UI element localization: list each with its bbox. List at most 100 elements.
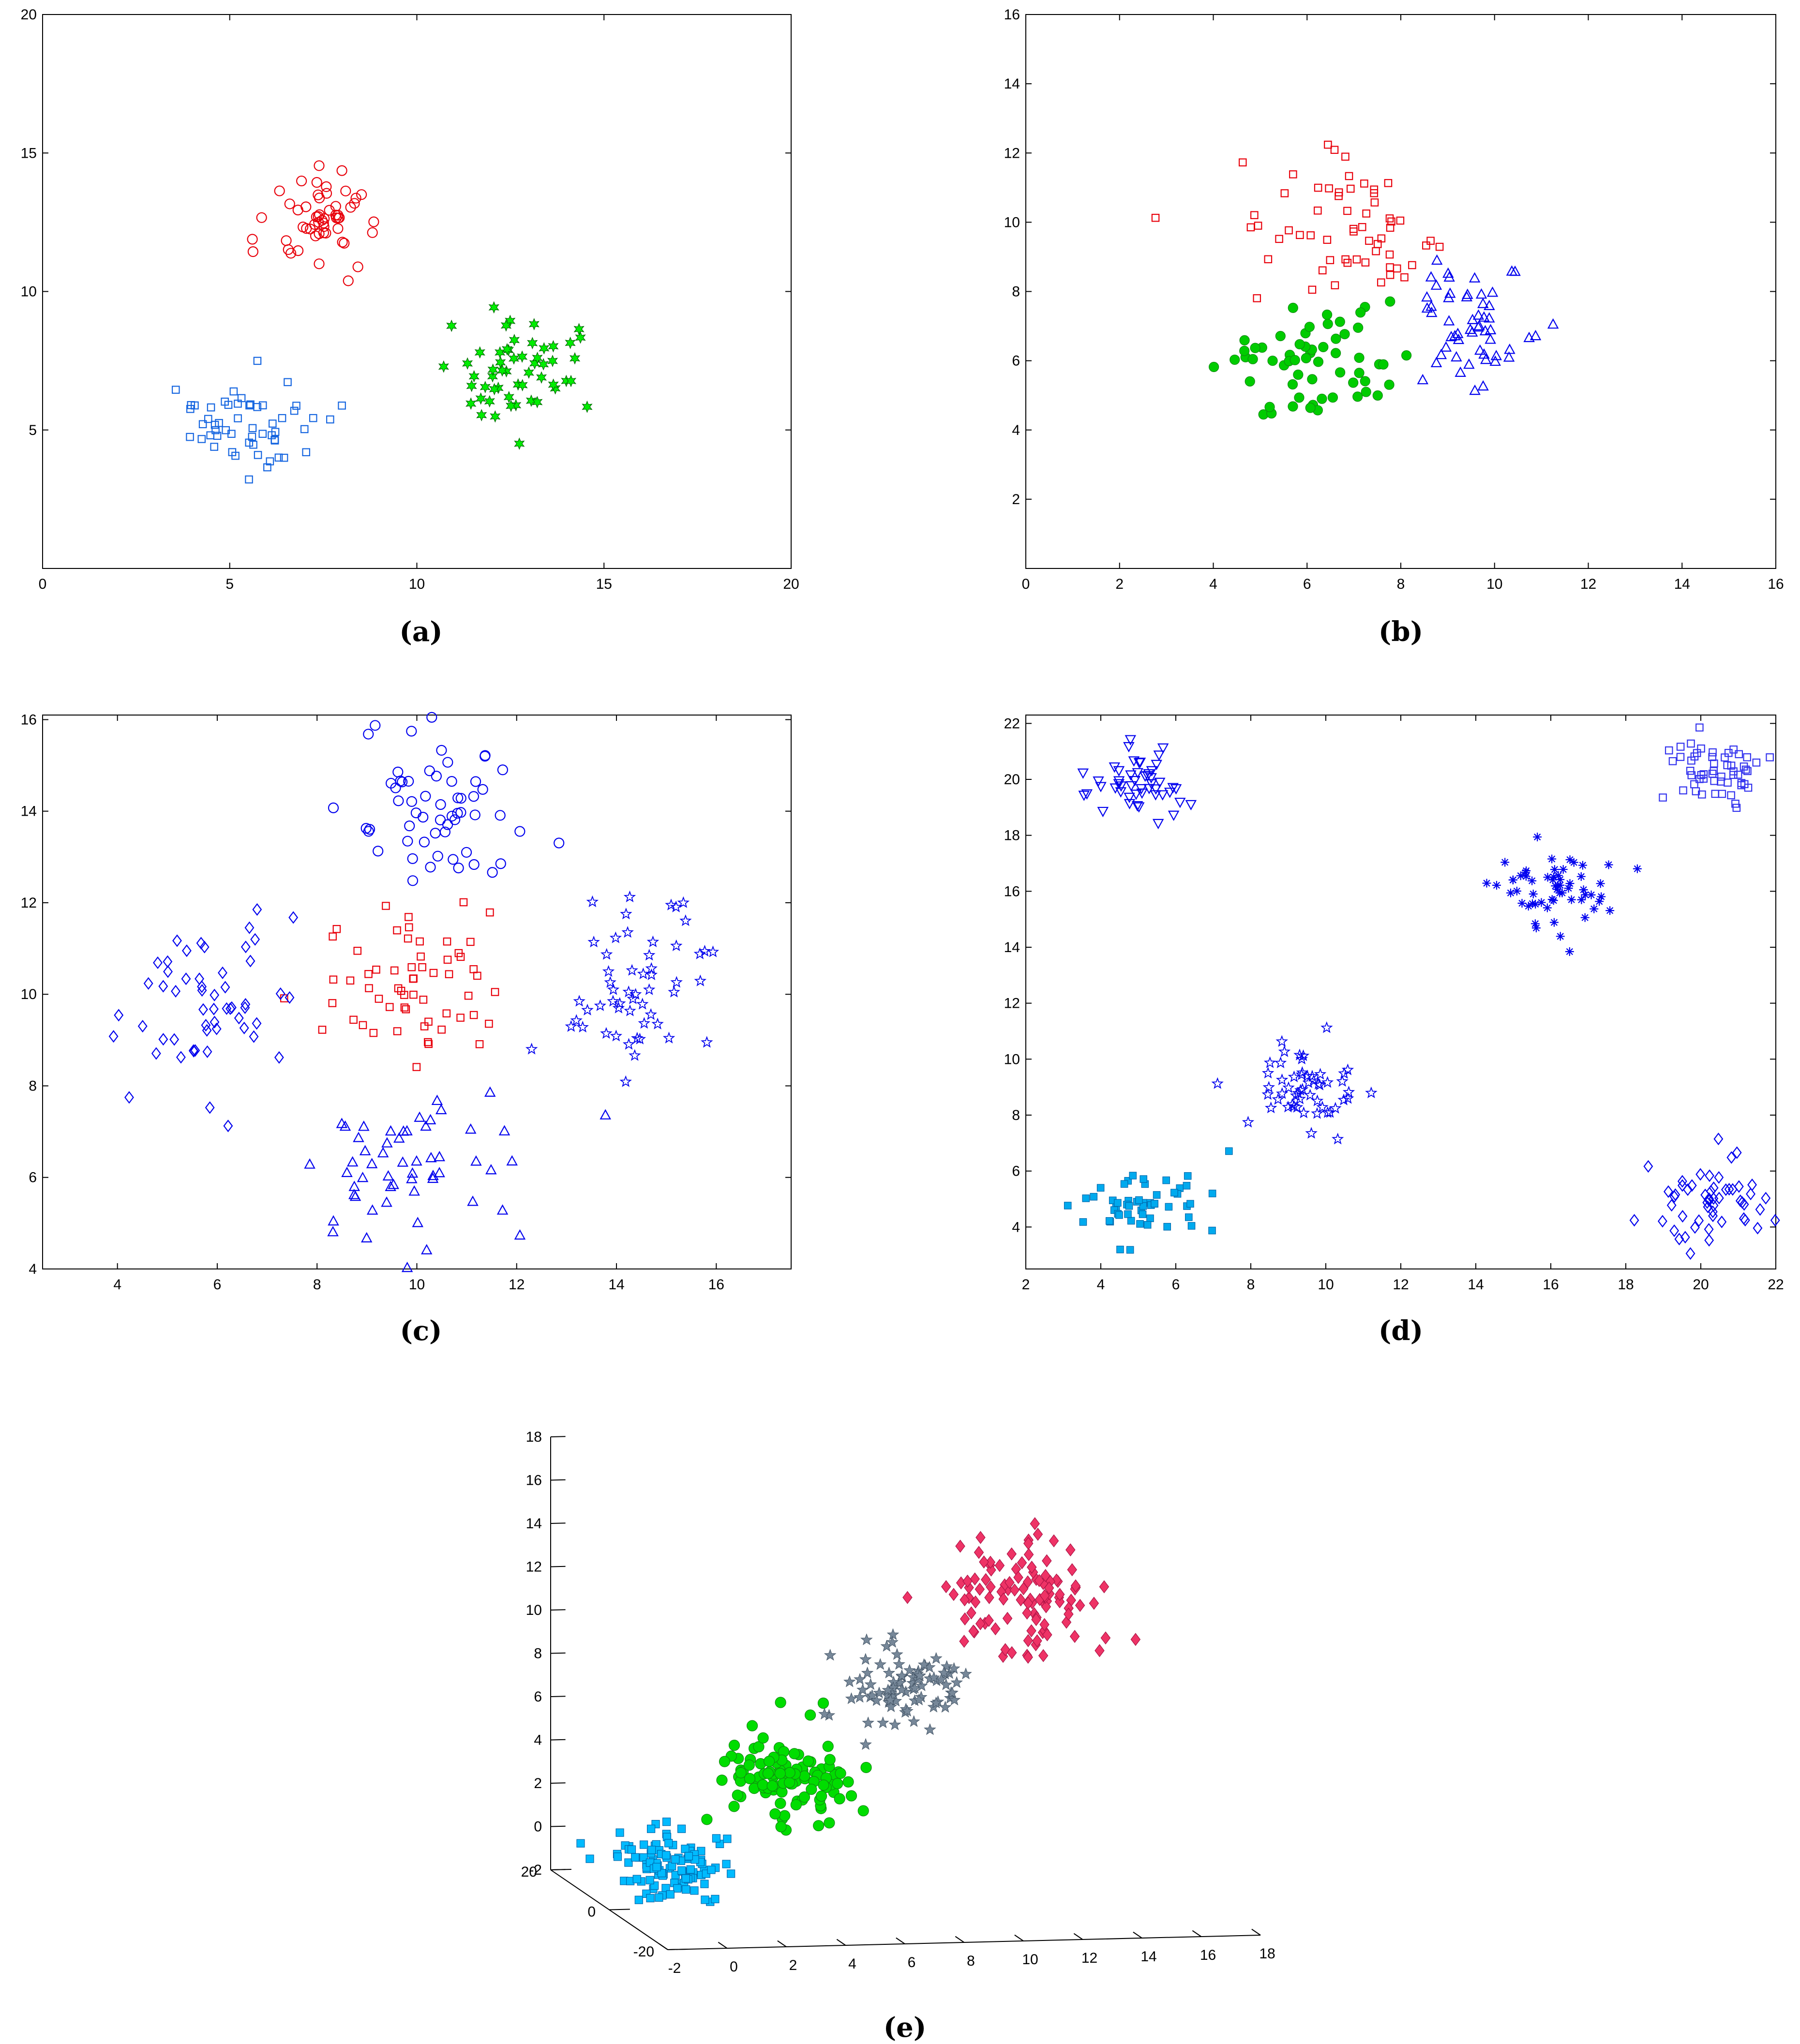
data-point — [1564, 883, 1573, 893]
data-point — [1554, 871, 1563, 880]
data-point — [445, 970, 453, 978]
data-point — [1461, 291, 1473, 301]
data-point — [626, 964, 638, 976]
data-point — [645, 1876, 654, 1884]
data-point — [670, 939, 683, 951]
data-point — [296, 175, 307, 187]
data-point — [859, 1738, 872, 1750]
data-point — [1290, 355, 1300, 365]
data-point — [495, 858, 506, 869]
data-point — [1129, 776, 1141, 787]
data-point — [1250, 343, 1260, 353]
data-point — [394, 984, 403, 993]
data-point — [1543, 903, 1552, 912]
data-point — [1370, 189, 1379, 197]
x-tick-label: 2 — [1022, 1277, 1030, 1293]
data-point — [643, 949, 656, 961]
z-tick — [550, 1869, 566, 1870]
data-point — [1687, 1179, 1697, 1192]
data-point — [1700, 1188, 1710, 1201]
data-point — [624, 1858, 633, 1867]
data-point — [1670, 1188, 1680, 1201]
data-point — [1697, 744, 1705, 753]
data-point — [891, 1648, 903, 1660]
data-point — [1318, 342, 1329, 353]
data-point — [525, 394, 537, 407]
data-point — [684, 1852, 693, 1861]
data-point — [600, 948, 613, 960]
z-tick-label: 18 — [526, 1429, 542, 1445]
data-point — [365, 984, 373, 992]
data-point — [1452, 328, 1464, 338]
data-point — [409, 990, 418, 999]
series-cluster-blue-circles-top — [328, 712, 565, 886]
data-point — [1703, 1200, 1713, 1213]
data-point — [1431, 254, 1443, 265]
data-point — [1184, 1172, 1192, 1180]
data-point — [1314, 183, 1322, 192]
data-point — [975, 1617, 986, 1630]
points-e — [576, 1517, 1141, 1906]
data-point — [1665, 746, 1673, 755]
data-point — [723, 1835, 732, 1843]
data-point — [500, 319, 512, 332]
data-point — [420, 791, 431, 802]
data-point — [1735, 750, 1743, 759]
data-point — [802, 1755, 814, 1767]
data-point — [1301, 1069, 1314, 1082]
x-tick-label: 10 — [1486, 576, 1502, 592]
x-tick-label: 16 — [1200, 1947, 1216, 1963]
data-point — [1550, 865, 1559, 874]
data-point — [1331, 333, 1341, 344]
data-point — [485, 1164, 497, 1175]
data-point — [1336, 1075, 1349, 1087]
data-point — [924, 1723, 936, 1735]
data-point — [210, 420, 219, 429]
points-a — [171, 160, 593, 484]
data-point — [137, 1020, 148, 1033]
x-tick — [896, 1937, 905, 1944]
data-point — [813, 1820, 825, 1832]
data-point — [1247, 354, 1258, 364]
data-point — [1695, 723, 1704, 732]
data-point — [1139, 1210, 1147, 1218]
data-point — [1629, 1214, 1639, 1227]
data-point — [888, 1718, 901, 1731]
series-cluster-blue-squares — [171, 357, 346, 484]
data-point — [887, 1681, 900, 1693]
series-cluster-red-diamonds-3d — [902, 1517, 1141, 1664]
data-point — [385, 1003, 394, 1011]
data-point — [473, 971, 481, 980]
data-point — [1385, 214, 1394, 223]
data-point — [231, 451, 240, 460]
data-point — [881, 1689, 894, 1701]
data-point — [1686, 766, 1695, 775]
data-point — [220, 981, 230, 994]
data-point — [206, 431, 215, 440]
data-point — [716, 1775, 728, 1786]
data-point — [1096, 1184, 1105, 1192]
data-point — [1316, 1101, 1329, 1113]
data-point — [845, 1790, 857, 1802]
y-tick-label: 10 — [1004, 1051, 1020, 1067]
plot-area-d — [1025, 715, 1776, 1269]
data-point — [304, 1158, 315, 1169]
data-point — [1267, 356, 1278, 366]
data-point — [1163, 1223, 1171, 1231]
data-point — [446, 810, 458, 822]
data-point — [197, 984, 207, 997]
data-point — [1156, 790, 1169, 801]
data-point — [896, 1669, 908, 1681]
data-point — [1331, 348, 1341, 358]
data-point — [884, 1693, 897, 1706]
data-point — [766, 1780, 778, 1792]
data-point — [1687, 739, 1695, 748]
data-point — [1264, 1101, 1277, 1114]
x-tick-label: 8 — [1247, 1277, 1255, 1293]
data-point — [503, 391, 514, 403]
data-point — [393, 795, 404, 806]
data-point — [363, 826, 374, 837]
caption-e: (e) — [884, 2012, 927, 2044]
data-point — [860, 1761, 872, 1774]
